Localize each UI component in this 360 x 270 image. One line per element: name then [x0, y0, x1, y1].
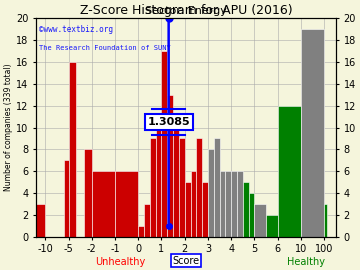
- Bar: [301, 29, 324, 237]
- Bar: [202, 182, 208, 237]
- Bar: [243, 182, 249, 237]
- Bar: [185, 182, 190, 237]
- Title: Z-Score Histogram for APU (2016): Z-Score Histogram for APU (2016): [80, 4, 292, 17]
- Bar: [68, 62, 76, 237]
- Bar: [150, 139, 156, 237]
- Bar: [64, 160, 68, 237]
- Bar: [266, 215, 278, 237]
- Bar: [196, 139, 202, 237]
- Bar: [167, 95, 173, 237]
- Text: Unhealthy: Unhealthy: [95, 257, 145, 267]
- Bar: [237, 171, 243, 237]
- Bar: [249, 193, 255, 237]
- X-axis label: Score: Score: [172, 256, 199, 266]
- Bar: [255, 204, 266, 237]
- Text: Healthy: Healthy: [287, 257, 325, 267]
- Bar: [208, 149, 214, 237]
- Bar: [36, 204, 45, 237]
- Bar: [144, 204, 150, 237]
- Bar: [179, 139, 185, 237]
- Bar: [190, 171, 196, 237]
- Text: The Research Foundation of SUNY: The Research Foundation of SUNY: [39, 45, 171, 50]
- Text: Sector: Energy: Sector: Energy: [145, 6, 227, 16]
- Bar: [173, 117, 179, 237]
- Bar: [84, 149, 92, 237]
- Bar: [156, 117, 162, 237]
- Bar: [214, 139, 220, 237]
- Y-axis label: Number of companies (339 total): Number of companies (339 total): [4, 64, 13, 191]
- Bar: [231, 171, 237, 237]
- Bar: [115, 171, 138, 237]
- Bar: [324, 204, 327, 237]
- Bar: [138, 226, 144, 237]
- Bar: [225, 171, 231, 237]
- Bar: [278, 106, 301, 237]
- Text: ©www.textbiz.org: ©www.textbiz.org: [39, 25, 113, 34]
- Bar: [92, 171, 115, 237]
- Bar: [220, 171, 225, 237]
- Text: 1.3085: 1.3085: [147, 117, 190, 127]
- Bar: [162, 51, 167, 237]
